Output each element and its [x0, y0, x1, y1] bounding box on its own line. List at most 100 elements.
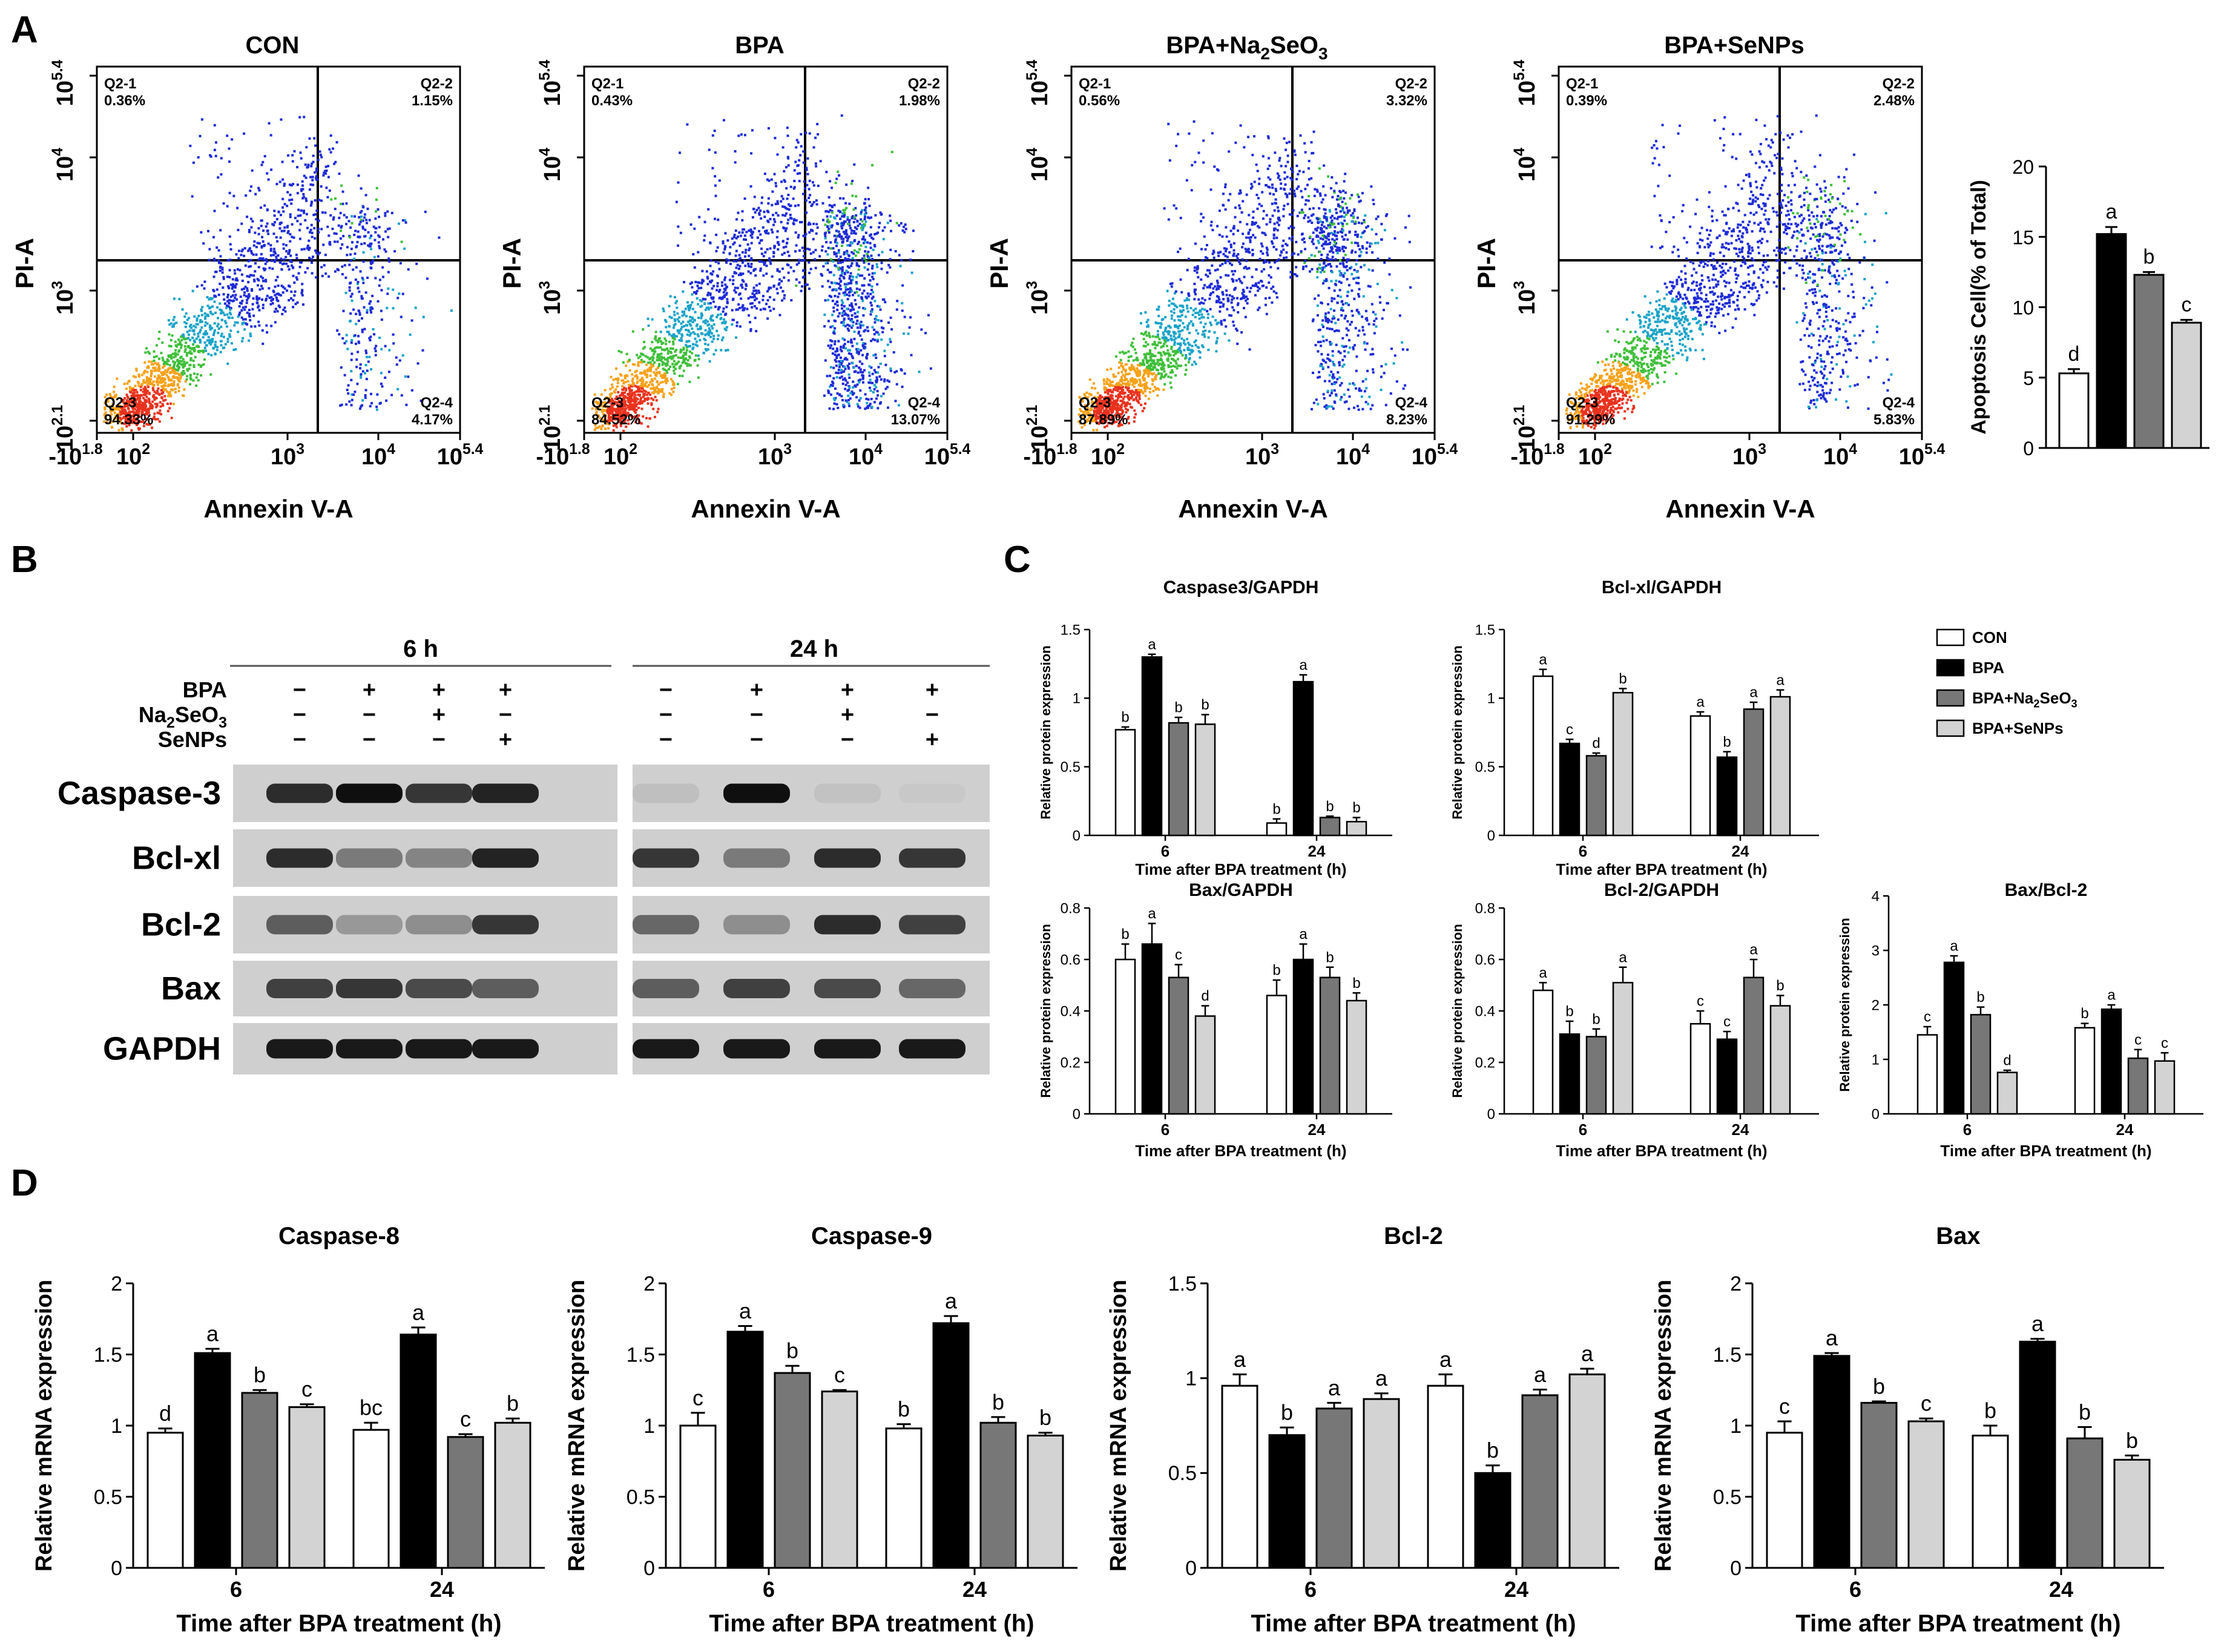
- flow-event: [720, 317, 723, 320]
- flow-event: [1275, 189, 1278, 193]
- flow-event: [709, 306, 712, 309]
- flow-event: [207, 335, 210, 338]
- flow-event: [786, 222, 789, 225]
- flow-event: [133, 412, 136, 415]
- flow-event: [217, 323, 220, 326]
- flow-event: [616, 385, 619, 388]
- flow-event: [104, 408, 107, 411]
- flow-event: [863, 216, 866, 219]
- flow-event: [609, 387, 612, 390]
- flow-event: [751, 129, 754, 132]
- flow-event: [846, 323, 849, 326]
- flow-event: [720, 297, 723, 300]
- flow-event: [128, 418, 131, 421]
- flow-event: [235, 283, 238, 286]
- flow-event: [149, 405, 152, 408]
- flow-event: [135, 367, 138, 370]
- flow-event: [279, 294, 282, 297]
- flow-event: [171, 384, 174, 387]
- flow-event: [282, 210, 285, 213]
- flow-event: [651, 378, 654, 381]
- flow-event: [1096, 396, 1099, 399]
- flow-event: [794, 205, 797, 208]
- flow-event: [832, 407, 835, 410]
- flow-event: [141, 406, 144, 409]
- flow-event: [834, 320, 837, 323]
- flow-event: [848, 202, 851, 205]
- flow-event: [182, 358, 185, 361]
- flow-event: [733, 272, 736, 275]
- flow-event: [637, 387, 640, 390]
- flow-event: [289, 260, 292, 263]
- flow-event: [769, 309, 772, 312]
- flow-event: [834, 343, 837, 346]
- flow-event: [1251, 223, 1254, 226]
- flow-event: [849, 309, 852, 312]
- flow-event: [1122, 352, 1125, 355]
- flow-event: [232, 290, 235, 293]
- flow-event: [815, 199, 818, 202]
- flow-event: [1168, 304, 1171, 307]
- flow-event: [113, 411, 116, 414]
- flow-event: [311, 231, 314, 234]
- flow-event: [870, 297, 873, 300]
- flow-event: [755, 330, 758, 333]
- flow-event: [184, 325, 187, 328]
- flow-event: [734, 286, 737, 289]
- flow-event: [832, 310, 835, 313]
- flow-event: [255, 301, 258, 304]
- flow-event: [140, 383, 143, 386]
- flow-event: [640, 422, 643, 425]
- flow-event: [696, 289, 699, 292]
- flow-event: [852, 275, 855, 278]
- flow-event: [725, 261, 728, 264]
- flow-event: [142, 407, 145, 410]
- flow-event: [773, 218, 776, 221]
- flow-event: [171, 369, 174, 372]
- flow-event: [329, 214, 332, 217]
- flow-event: [144, 417, 147, 420]
- flow-event: [883, 380, 886, 383]
- flow-event: [747, 270, 750, 273]
- flow-event: [1119, 351, 1122, 354]
- flow-event: [263, 269, 266, 272]
- flow-event: [327, 275, 331, 278]
- flow-event: [709, 265, 712, 268]
- flow-event: [717, 262, 720, 265]
- flow-event: [1108, 408, 1111, 411]
- flow-event: [1185, 354, 1188, 357]
- flow-event: [843, 366, 846, 369]
- flow-event: [677, 332, 680, 335]
- flow-event: [236, 321, 239, 324]
- flow-event: [920, 328, 923, 331]
- flow-event: [162, 378, 165, 381]
- flow-event: [772, 255, 775, 258]
- flow-event: [345, 223, 348, 226]
- flow-event: [835, 229, 838, 232]
- flow-event: [705, 270, 708, 273]
- flow-event: [864, 206, 867, 209]
- flow-event: [277, 284, 280, 287]
- flow-event: [229, 313, 232, 316]
- flow-event: [766, 317, 769, 320]
- flow-event: [687, 320, 690, 323]
- flow-event: [1093, 410, 1096, 413]
- quadrant-name: Q2-1: [591, 76, 623, 92]
- flow-event: [658, 357, 661, 360]
- flow-event: [114, 395, 117, 398]
- flow-event: [177, 343, 180, 346]
- flow-event: [119, 404, 122, 407]
- flow-event: [277, 304, 280, 308]
- flow-event: [111, 406, 114, 409]
- flow-event: [154, 418, 157, 421]
- flow-event: [824, 210, 827, 213]
- flow-event: [875, 386, 878, 389]
- flow-event: [317, 219, 320, 222]
- flow-event: [644, 398, 647, 401]
- flow-event: [151, 404, 154, 407]
- flow-event: [640, 361, 643, 364]
- flow-event: [288, 183, 291, 186]
- flow-event: [118, 416, 121, 420]
- flow-event: [288, 268, 291, 271]
- flow-event: [623, 386, 626, 389]
